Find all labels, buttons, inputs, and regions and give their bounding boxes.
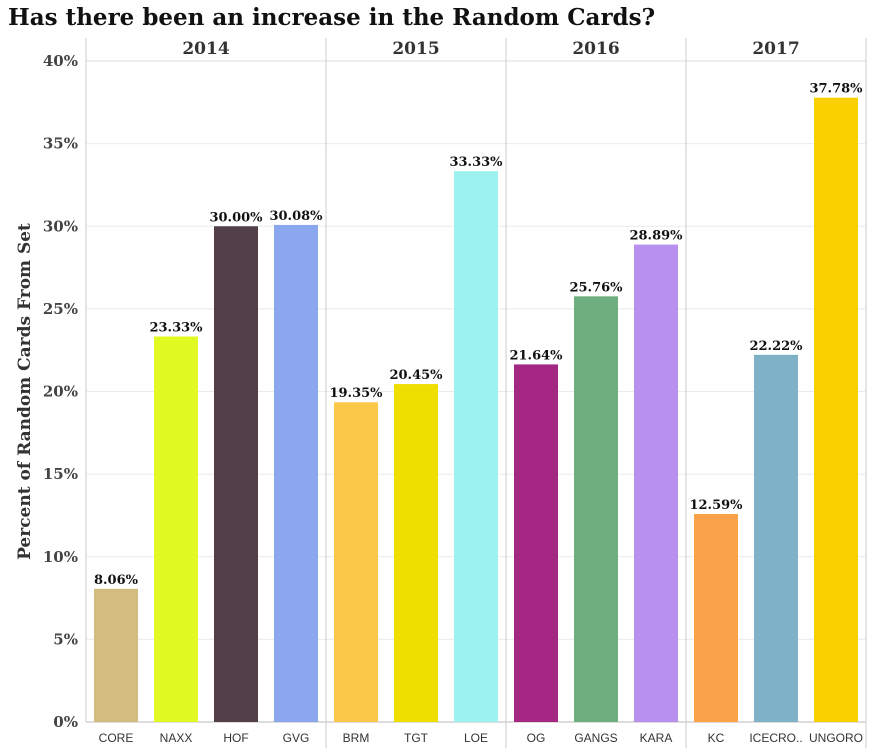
bar-icecro (754, 354, 798, 722)
y-tick-label: 10% (43, 548, 78, 566)
bar-kc (694, 513, 738, 722)
data-label: 21.64% (509, 348, 563, 363)
chart-title: Has there been an increase in the Random… (8, 4, 656, 31)
x-tick-label: TGT (404, 731, 429, 745)
y-tick-label: 15% (43, 465, 78, 483)
y-tick-label: 35% (43, 135, 78, 153)
bar-og (514, 364, 558, 722)
data-label: 23.33% (149, 320, 203, 335)
data-label: 37.78% (809, 82, 863, 97)
y-tick-label: 25% (43, 300, 78, 318)
y-tick-label: 0% (53, 713, 78, 731)
x-tick-label: GVG (283, 731, 310, 745)
bar-ungoro (814, 97, 858, 723)
x-tick-label: GANGS (574, 731, 617, 745)
x-tick-label: UNGORO (809, 731, 863, 745)
x-tick-label: HOF (223, 731, 248, 745)
bar-kara (634, 244, 678, 722)
data-label: 8.06% (94, 573, 139, 588)
bar-gangs (574, 296, 618, 722)
x-tick-label: LOE (464, 731, 488, 745)
year-label-2016: 2016 (572, 39, 619, 59)
data-label: 33.33% (449, 155, 503, 170)
year-label-2015: 2015 (392, 39, 439, 59)
data-label: 22.22% (749, 339, 803, 354)
x-tick-label: OG (527, 731, 546, 745)
x-tick-label: CORE (99, 731, 134, 745)
x-tick-label: ICECRO.. (749, 731, 802, 745)
data-label: 20.45% (389, 368, 443, 383)
x-tick-label: KARA (640, 731, 673, 745)
bar-core (94, 588, 138, 722)
data-label: 30.08% (269, 209, 323, 224)
bar-gvg (274, 224, 318, 723)
bar-tgt (394, 384, 438, 722)
year-label-2014: 2014 (182, 39, 229, 59)
data-label: 12.59% (689, 498, 743, 513)
data-label: 25.76% (569, 280, 623, 295)
bar-brm (334, 402, 378, 722)
bar-hof (214, 226, 258, 722)
bar-loe (454, 171, 498, 723)
y-tick-label: 30% (43, 217, 78, 235)
y-tick-label: 40% (43, 52, 78, 70)
x-tick-label: KC (708, 731, 725, 745)
data-label: 28.89% (629, 229, 683, 244)
data-label: 19.35% (329, 386, 383, 401)
bar-naxx (154, 336, 198, 722)
y-tick-label: 5% (53, 630, 78, 648)
year-label-2017: 2017 (752, 39, 799, 59)
x-tick-label: NAXX (160, 731, 193, 745)
y-axis-label: Percent of Random Cards From Set (15, 223, 35, 560)
y-tick-label: 20% (43, 383, 78, 401)
x-tick-label: BRM (343, 731, 370, 745)
data-label: 30.00% (209, 210, 263, 225)
